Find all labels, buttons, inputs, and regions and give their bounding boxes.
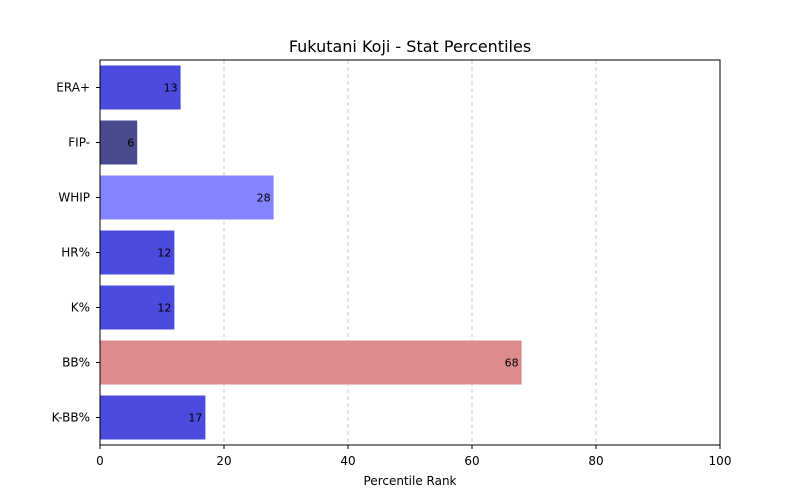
x-tick-label: 40 [340,454,355,468]
y-tick-label: K-BB% [52,411,90,425]
x-axis: 0 20 40 60 80 100 [96,445,731,468]
x-tick-label: 80 [588,454,603,468]
bar [100,340,522,385]
y-tick-label: BB% [62,356,90,370]
data-label: 12 [157,302,171,315]
bar [100,120,138,165]
y-tick-label: ERA+ [56,81,90,95]
plot-frame [99,59,721,446]
data-label: 28 [257,192,271,205]
data-label: 17 [188,412,202,425]
y-tick-label: HR% [61,246,90,260]
y-tick-label: FIP- [68,136,90,150]
chart-title: Fukutani Koji - Stat Percentiles [289,37,531,56]
y-axis: ERA+ FIP- WHIP HR% K% BB% K-BB% [52,81,100,425]
x-tick-label: 20 [216,454,231,468]
y-tick-label: K% [71,301,90,315]
bar [100,175,274,220]
x-tick-label: 60 [464,454,479,468]
y-tick-label: WHIP [58,191,90,205]
grid [223,60,597,445]
x-tick-label: 100 [709,454,732,468]
bar [100,395,206,440]
bars: 13 6 28 12 12 68 17 [100,65,522,440]
data-label: 6 [127,137,134,150]
data-label: 13 [164,82,178,95]
x-axis-label: Percentile Rank [364,474,457,488]
data-label: 12 [157,247,171,260]
bar [100,230,175,275]
x-tick-label: 0 [96,454,104,468]
bar [100,65,181,110]
data-label: 68 [505,357,519,370]
bar [100,285,175,330]
